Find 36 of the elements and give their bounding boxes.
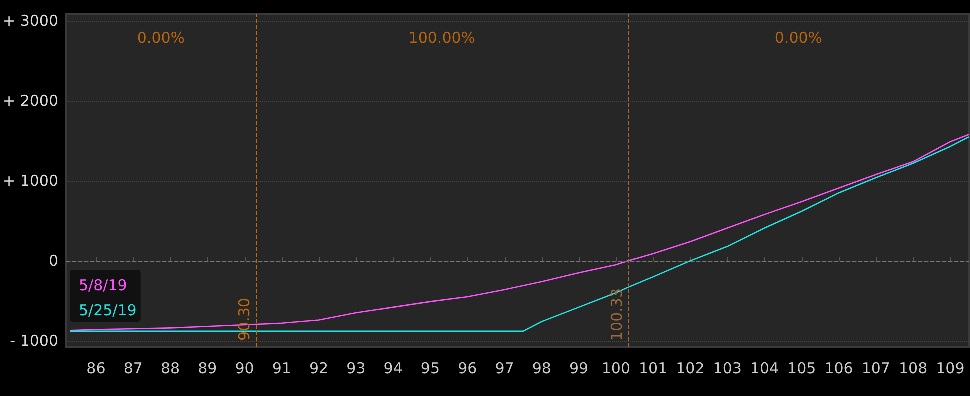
x-tick-label: 108: [898, 360, 928, 378]
annotation: 0.00%: [137, 29, 186, 47]
x-tick-label: 87: [124, 360, 143, 378]
x-tick-label: 90: [235, 360, 254, 378]
y-tick-label: + 3000: [2, 12, 59, 30]
annotation: 100.00%: [408, 29, 476, 47]
x-tick-label: 95: [420, 360, 440, 378]
x-tick-label: 97: [495, 360, 514, 378]
ref-line-label: 90.30: [235, 298, 254, 341]
x-tick-label: 92: [310, 360, 329, 378]
ref-line-label: 100.33: [608, 288, 626, 341]
x-tick-label: 91: [272, 360, 292, 378]
y-tick-label: - 1000: [10, 332, 59, 350]
x-tick-label: 100: [602, 360, 630, 378]
y-tick-label: + 1000: [2, 172, 59, 190]
x-tick-label: 107: [862, 360, 890, 378]
x-tick-label: 94: [384, 360, 403, 378]
y-tick-label: + 2000: [2, 92, 59, 110]
x-tick-label: 105: [788, 360, 816, 378]
x-tick-label: 86: [86, 360, 106, 378]
text: 5/8/19: [79, 276, 128, 294]
annotation: 0.00%: [774, 29, 823, 47]
x-tick-label: 106: [824, 360, 854, 378]
x-tick-label: 109: [936, 360, 965, 378]
x-tick-label: 99: [569, 360, 589, 378]
x-tick-label: 102: [676, 360, 705, 378]
x-tick-label: 89: [198, 360, 218, 378]
x-tick-label: 104: [750, 360, 780, 378]
x-tick-label: 98: [532, 360, 552, 378]
x-tick-label: 96: [458, 360, 478, 378]
x-tick-label: 103: [713, 360, 742, 378]
x-tick-label: 93: [346, 360, 366, 378]
series-label: 5/25/19: [79, 302, 137, 320]
x-tick-label: 88: [160, 360, 180, 378]
y-tick-label: 0: [48, 252, 59, 270]
x-tick-label: 101: [638, 360, 668, 378]
